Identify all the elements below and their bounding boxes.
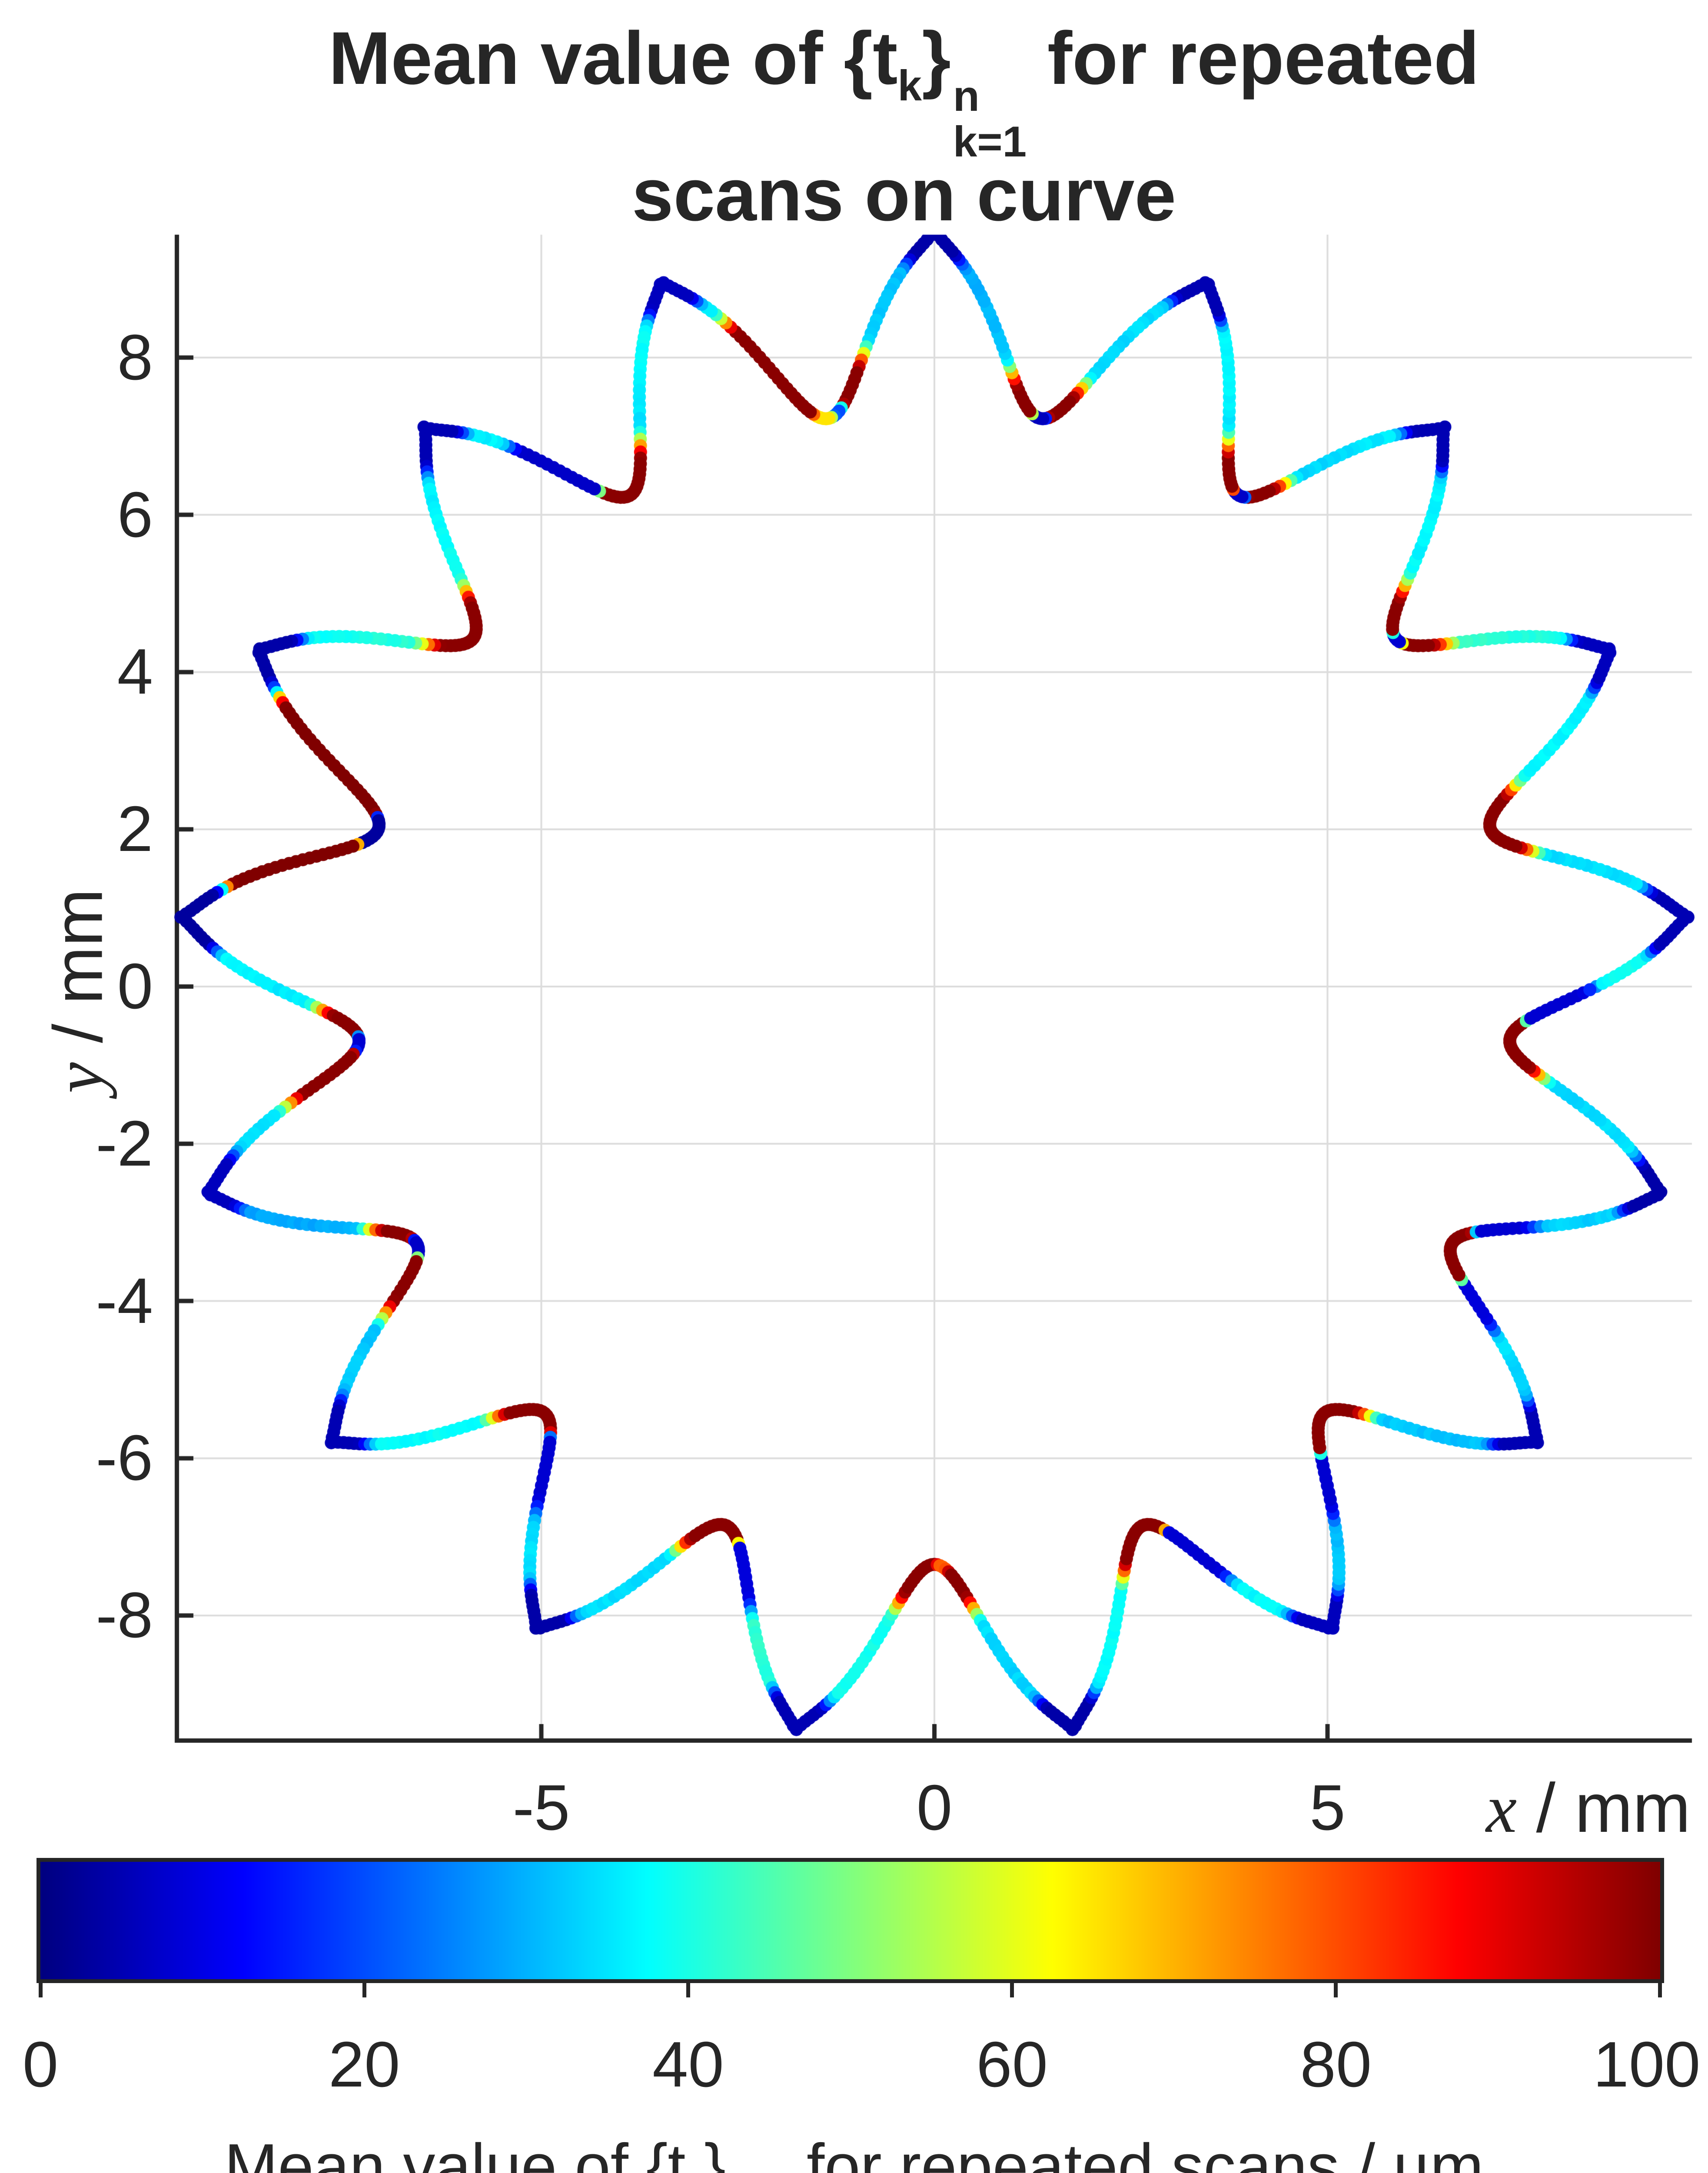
- y-axis-label-var: y: [40, 1062, 117, 1093]
- y-tick-label: 8: [117, 321, 153, 393]
- y-tick-label: 4: [117, 636, 153, 708]
- colorbar-tick-label: 100: [1593, 2029, 1701, 2100]
- colorbar-tick: [1658, 1979, 1662, 1997]
- colorbar-label-brace: }: [704, 2131, 726, 2173]
- x-axis-label: x / mm: [1391, 1767, 1691, 1850]
- y-tick-label: -8: [96, 1579, 153, 1651]
- y-tick-label: -4: [96, 1265, 153, 1337]
- colorbar-label-text-tail: for repeated scans / µm: [788, 2131, 1484, 2173]
- y-tick-label: 2: [117, 793, 153, 865]
- x-axis-label-var: x: [1486, 1770, 1517, 1847]
- y-tick-label: -2: [96, 1107, 153, 1180]
- x-axis-label-unit: / mm: [1517, 1769, 1691, 1847]
- y-tick-label: 6: [117, 478, 153, 551]
- colorbar-label-text: Mean value of {t: [224, 2131, 686, 2173]
- colorbar-tick: [1334, 1979, 1338, 1997]
- colorbar-tick-label: 40: [652, 2029, 724, 2100]
- colorbar-tick-label: 0: [22, 2029, 59, 2100]
- x-tick-label: -5: [512, 1772, 570, 1844]
- colorbar-gradient: [40, 1862, 1660, 1979]
- gear-curve-plot-area: [0, 0, 1708, 1812]
- y-tick-label: 0: [117, 950, 153, 1022]
- x-tick-label: 5: [1309, 1772, 1346, 1844]
- colorbar-tick-label: 20: [328, 2029, 400, 2100]
- colorbar-tick-label: 60: [976, 2029, 1048, 2100]
- colorbar: [37, 1858, 1664, 1983]
- colorbar-tick: [38, 1979, 43, 1997]
- colorbar-tick: [362, 1979, 366, 1997]
- colorbar-tick: [1010, 1979, 1014, 1997]
- x-tick-label: 0: [916, 1772, 953, 1844]
- y-tick-label: -6: [96, 1422, 153, 1494]
- colorbar-tick-label: 80: [1300, 2029, 1372, 2100]
- colorbar-label-subscript-k: k: [686, 2170, 704, 2173]
- colorbar-label: Mean value of {tk}nk=1 for repeated scan…: [130, 2131, 1578, 2173]
- colorbar-tick: [686, 1979, 690, 1997]
